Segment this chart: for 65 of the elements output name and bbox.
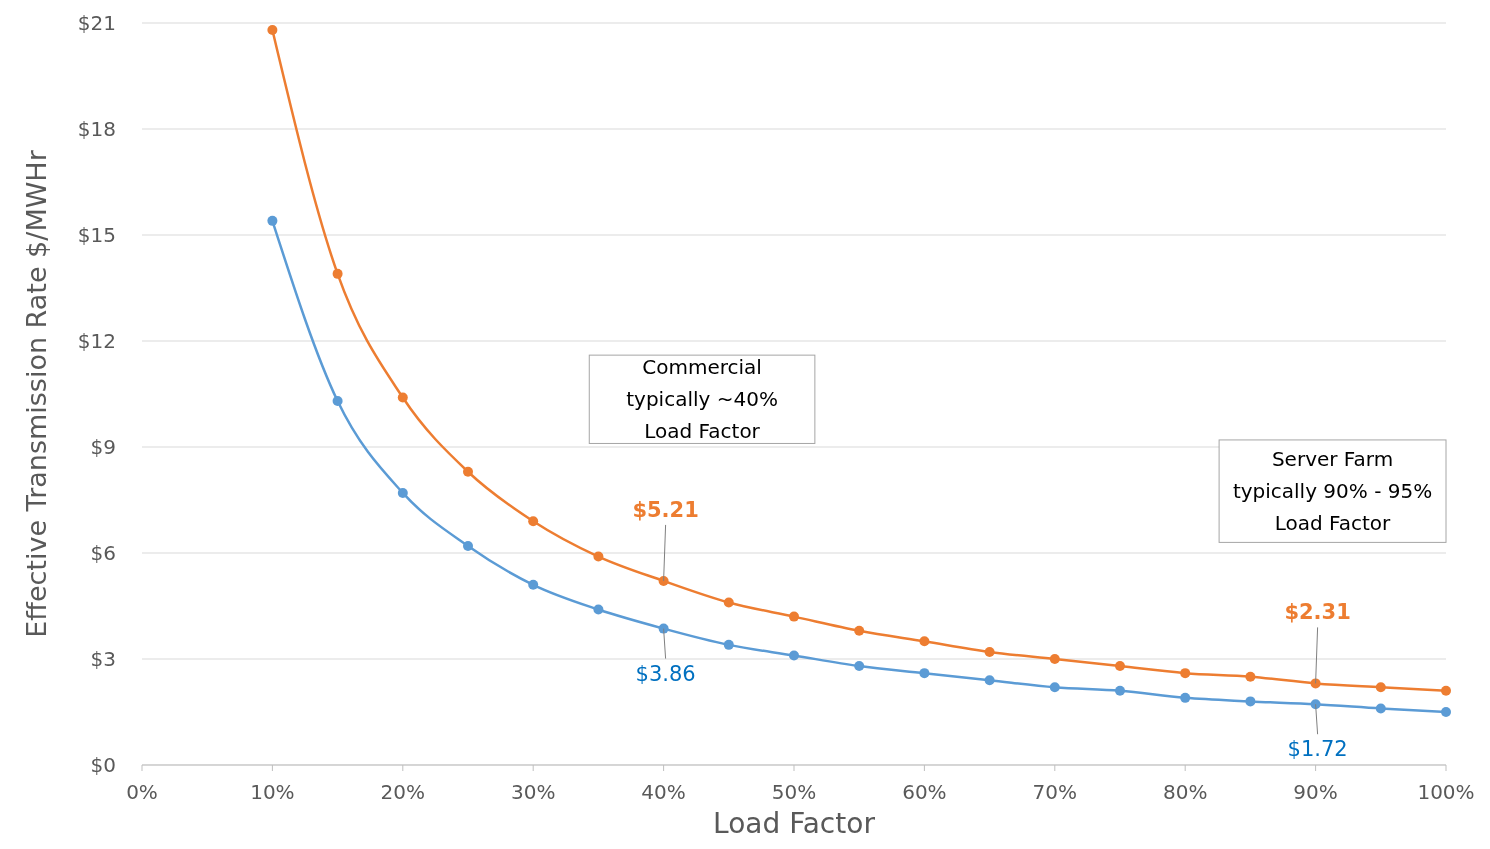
y-tick-label: $15 (77, 223, 116, 247)
y-tick-label: $12 (77, 329, 116, 353)
point (658, 575, 669, 586)
data-label: $5.21 (632, 497, 699, 522)
point (332, 396, 343, 407)
point (332, 268, 343, 279)
point (528, 579, 539, 590)
point (397, 392, 408, 403)
point (789, 611, 799, 622)
x-tick-label: 0% (126, 780, 158, 804)
point (267, 25, 278, 36)
point (397, 487, 408, 498)
point (723, 597, 734, 608)
point (1180, 668, 1191, 679)
text-box: Commercial typically ~40% Load Factor (588, 354, 816, 444)
point (984, 646, 995, 657)
x-tick-label: 10% (250, 780, 295, 804)
point (593, 551, 604, 562)
x-tick-label: 90% (1293, 780, 1338, 804)
point (1115, 661, 1125, 672)
x-tick-label: 50% (771, 780, 817, 804)
x-tick-label: 70% (1032, 780, 1078, 804)
data-label: $3.86 (635, 661, 696, 686)
point (1245, 696, 1256, 707)
point (854, 661, 865, 672)
point (593, 604, 604, 615)
x-tick-label: 40% (641, 780, 686, 804)
point (919, 668, 930, 679)
y-tick-label: $18 (77, 117, 116, 141)
point (1375, 703, 1386, 714)
x-tick-label: 100% (1417, 780, 1475, 804)
x-tick-label: 30% (510, 780, 556, 804)
point (723, 639, 734, 650)
x-tick-label: 80% (1162, 780, 1208, 804)
point (1049, 682, 1060, 693)
y-tick-label: $0 (90, 753, 116, 777)
annotation: Commercial typically ~40% Load Factor (626, 355, 778, 444)
x-tick-label: 20% (380, 780, 426, 804)
y-tick-label: $6 (90, 541, 116, 565)
point (463, 466, 473, 477)
point (267, 215, 278, 226)
x-axis-title: Load Factor (713, 807, 876, 840)
point (789, 650, 799, 661)
point (463, 540, 473, 551)
y-axis-title: Effective Transmission Rate $/MWHr (21, 149, 52, 638)
point (1441, 685, 1451, 696)
y-tick-label: $3 (90, 647, 116, 671)
point (1049, 654, 1060, 664)
point (1441, 707, 1451, 717)
point (854, 625, 865, 636)
point (528, 516, 539, 527)
point (919, 636, 930, 647)
y-tick-label: $9 (90, 435, 116, 459)
x-tick-label: 60% (902, 780, 947, 804)
text-box: Server Farm typically 90% - 95% Load Factor (1218, 439, 1447, 543)
point (1245, 671, 1256, 682)
data-label: $1.72 (1287, 737, 1348, 762)
y-tick-label: $21 (77, 11, 116, 35)
point (1180, 692, 1191, 703)
data-label: $2.31 (1284, 600, 1351, 625)
annotation: Server Farm typically 90% - 95% Load Factor (1232, 447, 1433, 536)
point (1310, 699, 1321, 710)
point (1375, 682, 1386, 693)
point (984, 675, 995, 686)
point (1115, 685, 1125, 696)
